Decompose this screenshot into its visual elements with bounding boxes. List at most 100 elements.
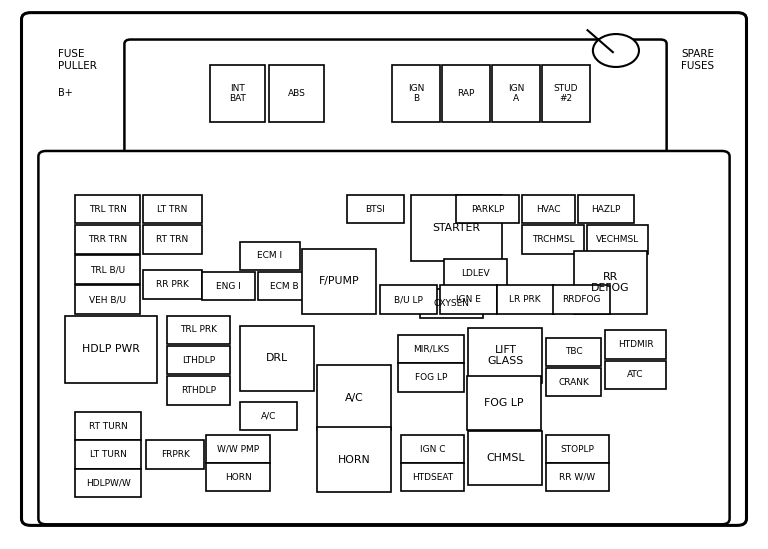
FancyBboxPatch shape [398, 363, 464, 392]
Text: TRL TRN: TRL TRN [88, 205, 127, 214]
Text: W/W PMP: W/W PMP [217, 445, 259, 453]
FancyBboxPatch shape [75, 285, 140, 314]
Text: TBC: TBC [565, 348, 582, 356]
Text: FOG LP: FOG LP [484, 398, 524, 408]
Text: HAZLP: HAZLP [591, 205, 621, 214]
FancyBboxPatch shape [143, 270, 202, 299]
FancyBboxPatch shape [75, 412, 141, 440]
Text: LTHDLP: LTHDLP [182, 356, 216, 365]
Text: LR PRK: LR PRK [509, 295, 541, 304]
FancyBboxPatch shape [553, 285, 610, 314]
FancyBboxPatch shape [75, 255, 140, 284]
Circle shape [593, 34, 639, 67]
FancyBboxPatch shape [411, 195, 502, 261]
Text: TRL B/U: TRL B/U [90, 265, 125, 274]
Text: STUD
#2: STUD #2 [554, 84, 578, 103]
Text: PARKLP: PARKLP [471, 205, 505, 214]
Text: DRL: DRL [266, 353, 288, 363]
FancyBboxPatch shape [258, 272, 311, 300]
Text: HDLP PWR: HDLP PWR [82, 344, 140, 354]
FancyBboxPatch shape [392, 65, 440, 122]
FancyBboxPatch shape [546, 338, 601, 366]
FancyBboxPatch shape [124, 40, 667, 158]
Text: RRDFOG: RRDFOG [562, 295, 601, 304]
Text: RR PRK: RR PRK [156, 280, 189, 289]
Text: ECM B: ECM B [270, 282, 299, 290]
FancyBboxPatch shape [210, 65, 265, 122]
FancyBboxPatch shape [347, 195, 404, 223]
FancyBboxPatch shape [497, 285, 554, 314]
FancyBboxPatch shape [440, 285, 497, 314]
Text: STOPLP: STOPLP [561, 445, 594, 453]
Text: TRCHMSL: TRCHMSL [531, 235, 574, 244]
Text: FOG LP: FOG LP [415, 373, 447, 382]
FancyBboxPatch shape [143, 225, 202, 254]
FancyBboxPatch shape [240, 402, 297, 430]
FancyBboxPatch shape [302, 249, 376, 314]
FancyBboxPatch shape [240, 326, 314, 391]
Text: ATC: ATC [627, 371, 644, 379]
FancyBboxPatch shape [38, 151, 730, 524]
FancyBboxPatch shape [75, 469, 141, 497]
FancyBboxPatch shape [143, 195, 202, 223]
FancyBboxPatch shape [492, 65, 540, 122]
Text: MIR/LKS: MIR/LKS [412, 345, 449, 354]
FancyBboxPatch shape [75, 440, 141, 469]
FancyBboxPatch shape [546, 463, 609, 491]
FancyBboxPatch shape [420, 289, 483, 318]
Text: LDLEV: LDLEV [461, 269, 490, 278]
FancyBboxPatch shape [75, 195, 140, 223]
Text: CRANK: CRANK [558, 378, 589, 386]
Text: VEH B/U: VEH B/U [89, 295, 126, 304]
FancyBboxPatch shape [401, 435, 464, 463]
Text: LT TURN: LT TURN [90, 450, 127, 459]
FancyBboxPatch shape [467, 376, 541, 430]
FancyBboxPatch shape [146, 440, 204, 469]
Text: RTHDLP: RTHDLP [181, 386, 217, 395]
FancyBboxPatch shape [75, 225, 140, 254]
Text: HTDSEAT: HTDSEAT [412, 473, 453, 481]
FancyBboxPatch shape [605, 330, 666, 359]
FancyBboxPatch shape [468, 328, 542, 383]
FancyBboxPatch shape [522, 225, 584, 254]
Text: IGN E: IGN E [456, 295, 481, 304]
FancyBboxPatch shape [546, 368, 601, 396]
Text: RR
DEFOG: RR DEFOG [591, 272, 630, 293]
Text: IGN
B: IGN B [408, 84, 425, 103]
Text: OXYSEN: OXYSEN [434, 299, 469, 308]
FancyBboxPatch shape [605, 361, 666, 389]
Text: RAP: RAP [458, 89, 475, 98]
Text: IGN C: IGN C [419, 445, 445, 453]
Text: FRPRK: FRPRK [161, 450, 190, 459]
FancyBboxPatch shape [468, 431, 542, 485]
Text: HORN: HORN [225, 473, 251, 481]
Text: ENG I: ENG I [216, 282, 241, 290]
Text: B/U LP: B/U LP [394, 295, 423, 304]
Text: HORN: HORN [338, 455, 370, 465]
Text: HDLPW/W: HDLPW/W [86, 479, 131, 488]
Text: ECM I: ECM I [257, 251, 283, 260]
FancyBboxPatch shape [269, 65, 324, 122]
Text: INT
BAT: INT BAT [229, 84, 246, 103]
FancyBboxPatch shape [542, 65, 590, 122]
FancyBboxPatch shape [167, 346, 230, 374]
Text: BTSI: BTSI [366, 205, 386, 214]
Text: RR W/W: RR W/W [559, 473, 596, 481]
Text: TRR TRN: TRR TRN [88, 235, 127, 244]
FancyBboxPatch shape [401, 463, 464, 491]
FancyBboxPatch shape [167, 376, 230, 405]
Text: F/PUMP: F/PUMP [319, 276, 359, 287]
FancyBboxPatch shape [578, 195, 634, 223]
FancyBboxPatch shape [587, 225, 648, 254]
Text: VECHMSL: VECHMSL [596, 235, 639, 244]
FancyBboxPatch shape [317, 427, 391, 492]
Text: HTDMIR: HTDMIR [617, 340, 654, 349]
FancyBboxPatch shape [380, 285, 437, 314]
Text: A/C: A/C [345, 393, 363, 403]
FancyBboxPatch shape [574, 251, 647, 314]
FancyBboxPatch shape [398, 335, 464, 363]
FancyBboxPatch shape [456, 195, 519, 223]
Text: TRL PRK: TRL PRK [180, 326, 217, 334]
Text: LIFT
GLASS: LIFT GLASS [487, 345, 524, 366]
FancyBboxPatch shape [206, 435, 270, 463]
